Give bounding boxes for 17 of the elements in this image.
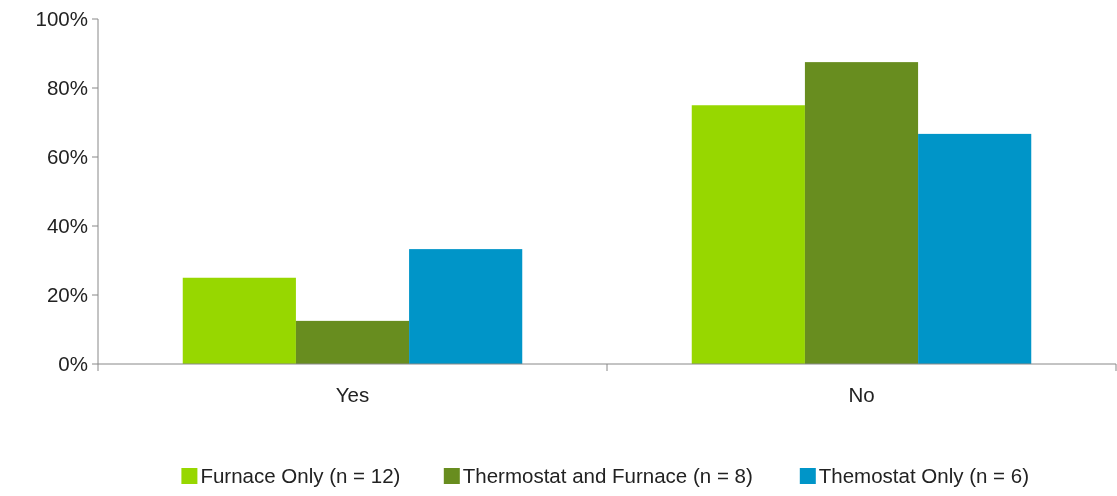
y-tick-label: 100% (35, 7, 88, 31)
legend-label: Themostat Only (n = 6) (818, 464, 1030, 487)
y-tick-label: 60% (46, 145, 88, 169)
bar (182, 277, 296, 364)
legend-label: Furnace Only (n = 12) (200, 464, 401, 487)
y-tick-label: 80% (46, 76, 88, 100)
bar (804, 62, 919, 364)
bar (691, 105, 805, 364)
bar (409, 249, 523, 364)
bar (918, 133, 1032, 364)
y-tick-label: 40% (46, 214, 88, 238)
x-tick-label: No (848, 383, 875, 406)
bar (295, 320, 410, 364)
x-tick-label: Yes (335, 383, 370, 406)
y-tick-label: 0% (58, 352, 88, 376)
y-tick-label: 20% (46, 283, 88, 307)
legend-label: Thermostat and Furnace (n = 8) (462, 464, 753, 487)
